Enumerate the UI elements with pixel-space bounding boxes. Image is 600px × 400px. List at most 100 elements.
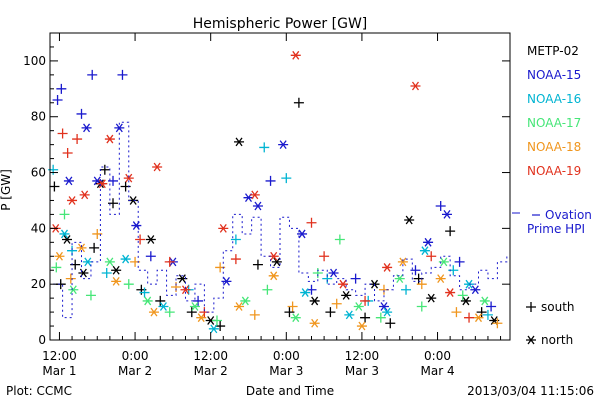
north-marker (111, 277, 122, 286)
north-marker (97, 179, 108, 189)
south-marker (62, 148, 73, 159)
north-marker (278, 140, 289, 150)
south-marker (92, 228, 103, 239)
north-marker (423, 237, 434, 247)
north-marker (79, 190, 90, 200)
x-tick-date: Mar 2 (194, 364, 228, 378)
south-marker (375, 312, 386, 323)
legend-entry: NOAA-17 (527, 116, 581, 130)
south-marker (306, 217, 317, 228)
south-marker (281, 173, 292, 184)
south-marker (385, 318, 396, 329)
north-marker (404, 215, 415, 225)
north-marker (479, 296, 490, 306)
south-marker (319, 251, 330, 262)
north-marker (145, 235, 156, 244)
north-marker (460, 296, 471, 306)
north-marker (526, 335, 536, 345)
north-marker (120, 254, 131, 264)
north-marker (252, 201, 263, 211)
y-axis-label: P [GW] (0, 169, 13, 211)
south-marker (108, 175, 119, 186)
south-marker (360, 295, 371, 306)
north-marker (158, 302, 169, 311)
south-marker (139, 287, 150, 298)
marker-legend-label: north (541, 333, 573, 347)
north-marker (180, 285, 191, 295)
south-marker (135, 234, 146, 245)
south-marker (193, 295, 204, 306)
south-marker (457, 290, 468, 301)
north-marker (470, 285, 481, 295)
south-marker (211, 315, 222, 326)
north-marker (67, 196, 78, 205)
south-marker (252, 259, 263, 270)
north-marker (341, 290, 352, 300)
south-marker (52, 94, 63, 105)
y-axis: 0 20 40 60 80 100 (23, 46, 510, 347)
south-marker (215, 321, 226, 332)
south-marker (293, 97, 304, 108)
north-marker (62, 235, 73, 244)
footer-timestamp: 2013/03/04 11:15:06 (467, 384, 594, 398)
north-marker (234, 137, 245, 147)
north-marker (148, 307, 159, 317)
south-marker (76, 108, 87, 119)
south-marker (186, 307, 197, 318)
south-marker (101, 268, 112, 279)
south-marker (410, 265, 421, 276)
marker-legend-label: south (541, 300, 575, 314)
y-tick-label: 60 (31, 166, 46, 180)
footer-plot-credit: Plot: CCMC (6, 384, 72, 398)
north-marker (464, 279, 475, 289)
south-marker (350, 273, 361, 284)
south-marker (426, 251, 437, 262)
x-tick-time: 0:00 (424, 349, 451, 363)
south-marker (56, 83, 67, 94)
north-marker (382, 263, 393, 272)
x-tick-time: 0:00 (122, 349, 149, 363)
south-marker (89, 242, 100, 253)
north-marker (76, 243, 87, 253)
south-marker (454, 256, 465, 267)
north-marker (249, 190, 260, 200)
north-marker (397, 257, 408, 267)
south-marker (451, 307, 462, 318)
y-tick-label: 100 (23, 54, 46, 68)
south-marker (87, 69, 98, 80)
south-marker (435, 201, 446, 212)
north-marker (59, 229, 70, 239)
chart-title: Hemispheric Power [GW] (193, 16, 368, 32)
south-marker (57, 128, 68, 139)
x-tick-time: 12:00 (345, 349, 380, 363)
north-marker (353, 302, 364, 311)
north-marker (378, 302, 389, 311)
north-marker (473, 313, 484, 323)
north-marker (290, 313, 301, 323)
south-marker (249, 309, 260, 320)
y-tick-label: 80 (31, 110, 46, 124)
north-marker (297, 229, 308, 239)
north-marker (81, 123, 92, 133)
south-marker (59, 209, 70, 220)
north-marker (240, 296, 251, 306)
north-marker (419, 246, 430, 256)
south-marker (145, 251, 156, 262)
south-marker (265, 175, 276, 186)
x-tick-time: 12:00 (42, 349, 77, 363)
south-marker (155, 295, 166, 306)
north-marker (63, 176, 74, 186)
south-marker (401, 284, 412, 295)
south-marker (164, 307, 175, 318)
north-marker (309, 296, 320, 306)
legend-entry: NOAA-18 (527, 140, 581, 154)
north-marker (189, 302, 200, 311)
legend-entry: METP-02 (527, 44, 579, 58)
south-marker (526, 302, 536, 312)
legend: METP-02 NOAA-15 NOAA-16 NOAA-17 NOAA-18 NOAA-… (512, 44, 592, 347)
y-tick-label: 0 (38, 333, 46, 347)
north-marker (218, 223, 229, 233)
north-marker (435, 274, 446, 283)
